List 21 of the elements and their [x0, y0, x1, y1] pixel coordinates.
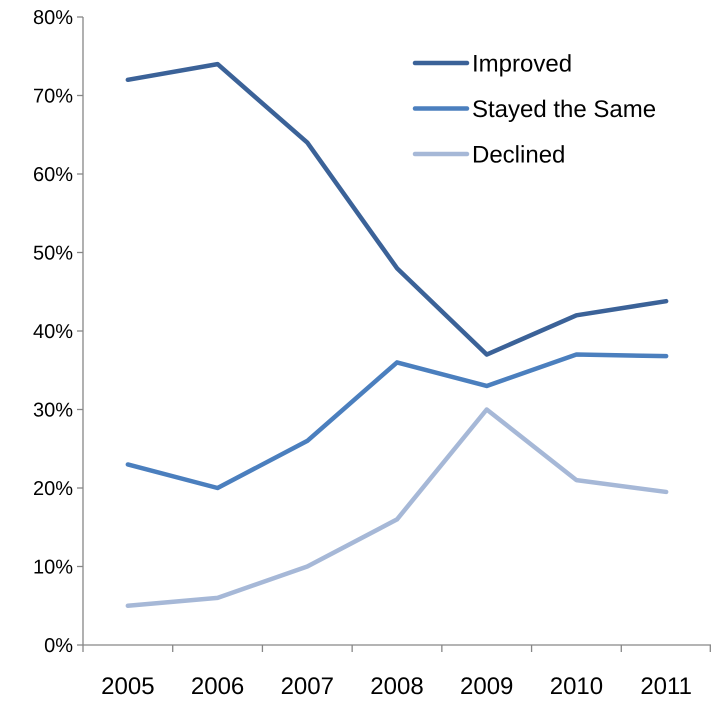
- y-tick-label: 40%: [32, 321, 74, 343]
- line-series: [126, 407, 668, 608]
- line-series: [126, 352, 668, 490]
- y-tick-label: 80%: [32, 7, 74, 29]
- y-tick-label: 0%: [44, 635, 74, 657]
- legend-label: Declined: [472, 141, 566, 168]
- y-tick-label: 10%: [32, 556, 74, 578]
- y-tick-label: 50%: [32, 242, 74, 264]
- x-tick-label: 2005: [101, 673, 155, 700]
- x-tick-label: 2008: [370, 673, 424, 700]
- y-tick-label: 70%: [32, 86, 74, 108]
- x-tick-label: 2010: [550, 673, 604, 700]
- x-tick-label: 2011: [640, 673, 692, 700]
- legend-label: Improved: [472, 50, 572, 78]
- y-tick-label: 60%: [32, 164, 74, 186]
- x-tick-label: 2009: [460, 673, 514, 700]
- y-tick-label: 30%: [32, 400, 74, 422]
- legend-label: Stayed the Same: [472, 96, 656, 123]
- x-tick-label: 2007: [280, 673, 334, 700]
- y-tick-label: 20%: [32, 478, 74, 500]
- x-tick-label: 2006: [190, 673, 244, 700]
